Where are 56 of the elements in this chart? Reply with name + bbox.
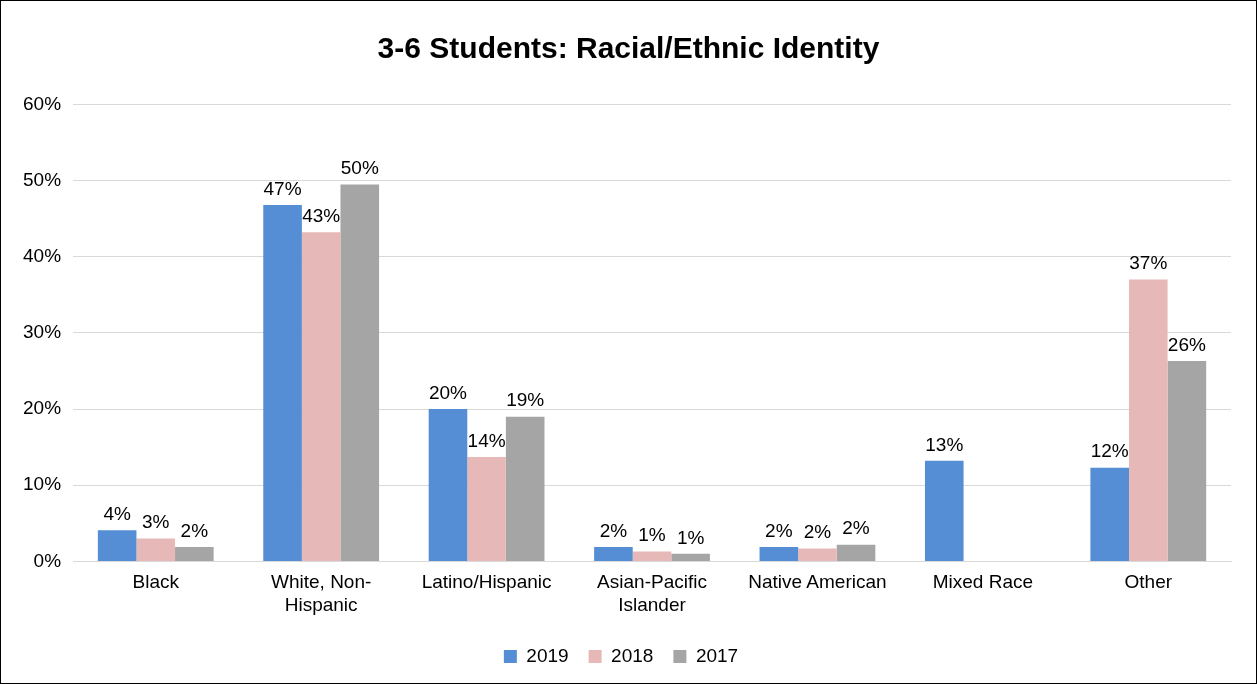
bar [1167,361,1207,561]
data-label: 26% [1167,333,1206,355]
legend-label: 2019 [526,644,569,666]
bar [632,551,672,561]
bar [759,546,799,561]
bar [340,184,380,561]
bar [467,457,506,561]
data-label: 37% [1129,252,1168,274]
data-label: 2% [599,519,628,541]
data-label: 4% [103,502,131,524]
y-tick-label: 20% [23,397,62,419]
bar [175,546,214,561]
legend-label: 2017 [695,644,739,666]
data-label: 1% [638,524,666,546]
bar [505,416,545,561]
chart-title: 3-6 Students: Racial/Ethnic Identity [376,31,881,65]
legend-label: 2018 [611,644,654,666]
data-label: 2% [765,519,793,541]
data-label: 14% [467,429,506,451]
data-label: 2% [180,519,209,541]
data-label: 2% [842,517,870,539]
data-label: 43% [302,205,341,227]
bar [1128,279,1168,561]
x-tick-label: Latino/Hispanic [421,571,552,593]
y-tick-label: 10% [23,473,62,495]
bar [924,460,964,561]
bar [428,409,468,561]
x-tick-label: Native American [748,571,887,593]
bar [798,548,837,561]
bar [836,544,876,561]
data-label: 50% [340,157,379,179]
data-label: 1% [676,526,705,548]
bar [671,553,710,561]
bar [1090,467,1129,561]
y-tick-label: 30% [23,321,62,343]
bar [263,204,302,561]
x-tick-label: White, Non-Hispanic [271,571,372,615]
y-tick-label: 60% [23,92,62,114]
x-tick-label: Mixed Race [932,571,1034,593]
data-label: 47% [263,177,302,199]
bar [97,530,137,561]
data-label: 20% [428,381,468,403]
bar [301,232,341,561]
x-tick-label: Black [132,571,180,593]
data-label: 3% [142,511,170,533]
data-label: 19% [506,389,545,411]
data-label: 13% [925,433,964,455]
x-tick-label: Asian-Pacific Islander [597,571,707,615]
x-tick-label: Other [1124,571,1173,593]
bar [136,538,176,561]
y-tick-label: 40% [23,244,62,266]
data-label: 2% [803,521,832,543]
data-label: 12% [1090,440,1129,462]
y-tick-label: 0% [33,549,62,571]
bar [594,546,633,561]
y-tick-label: 50% [23,168,62,190]
